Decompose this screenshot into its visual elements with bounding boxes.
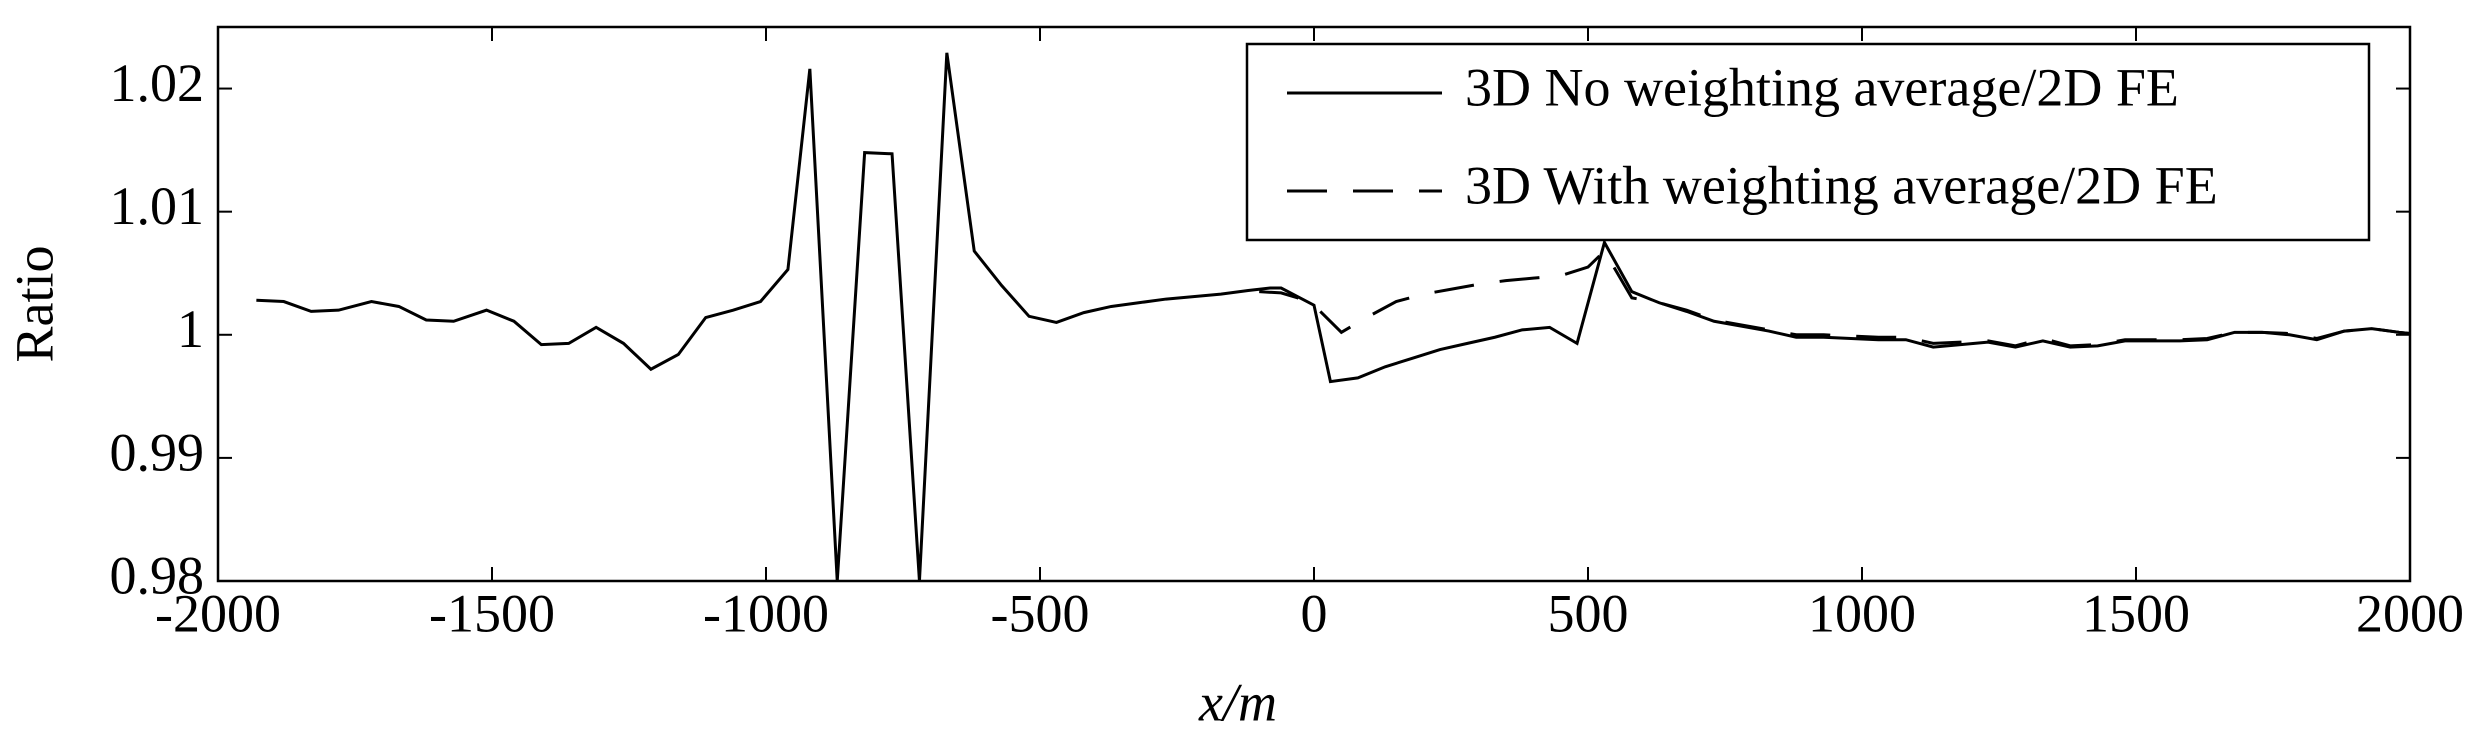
x-axis-label: x/m — [1198, 672, 1277, 732]
data-line — [1259, 248, 2410, 348]
x-tick-label: -2000 — [155, 583, 281, 643]
y-axis-label: Ratio — [4, 246, 64, 363]
x-tick-label: -1500 — [429, 583, 555, 643]
y-tick-label: 1.02 — [110, 53, 205, 113]
y-tick-label: 0.99 — [110, 422, 205, 482]
x-tick-label: 0 — [1301, 583, 1328, 643]
y-tick-label: 1.01 — [110, 176, 205, 236]
x-tick-label: 500 — [1548, 583, 1629, 643]
x-tick-label: 2000 — [2356, 583, 2464, 643]
y-tick-label: 1 — [177, 299, 204, 359]
legend-box — [1245, 42, 2371, 242]
legend-label: 3D No weighting average/2D FE — [1465, 57, 2179, 117]
x-tick-label: -1000 — [703, 583, 829, 643]
plot-frame — [216, 25, 2412, 583]
x-tick-label: 1500 — [2082, 583, 2190, 643]
y-tick-label: 0.98 — [110, 545, 205, 605]
data-line — [256, 52, 2410, 581]
x-tick-label: -500 — [991, 583, 1090, 643]
x-tick-label: 1000 — [1808, 583, 1916, 643]
legend-label: 3D With weighting average/2D FE — [1465, 155, 2218, 215]
